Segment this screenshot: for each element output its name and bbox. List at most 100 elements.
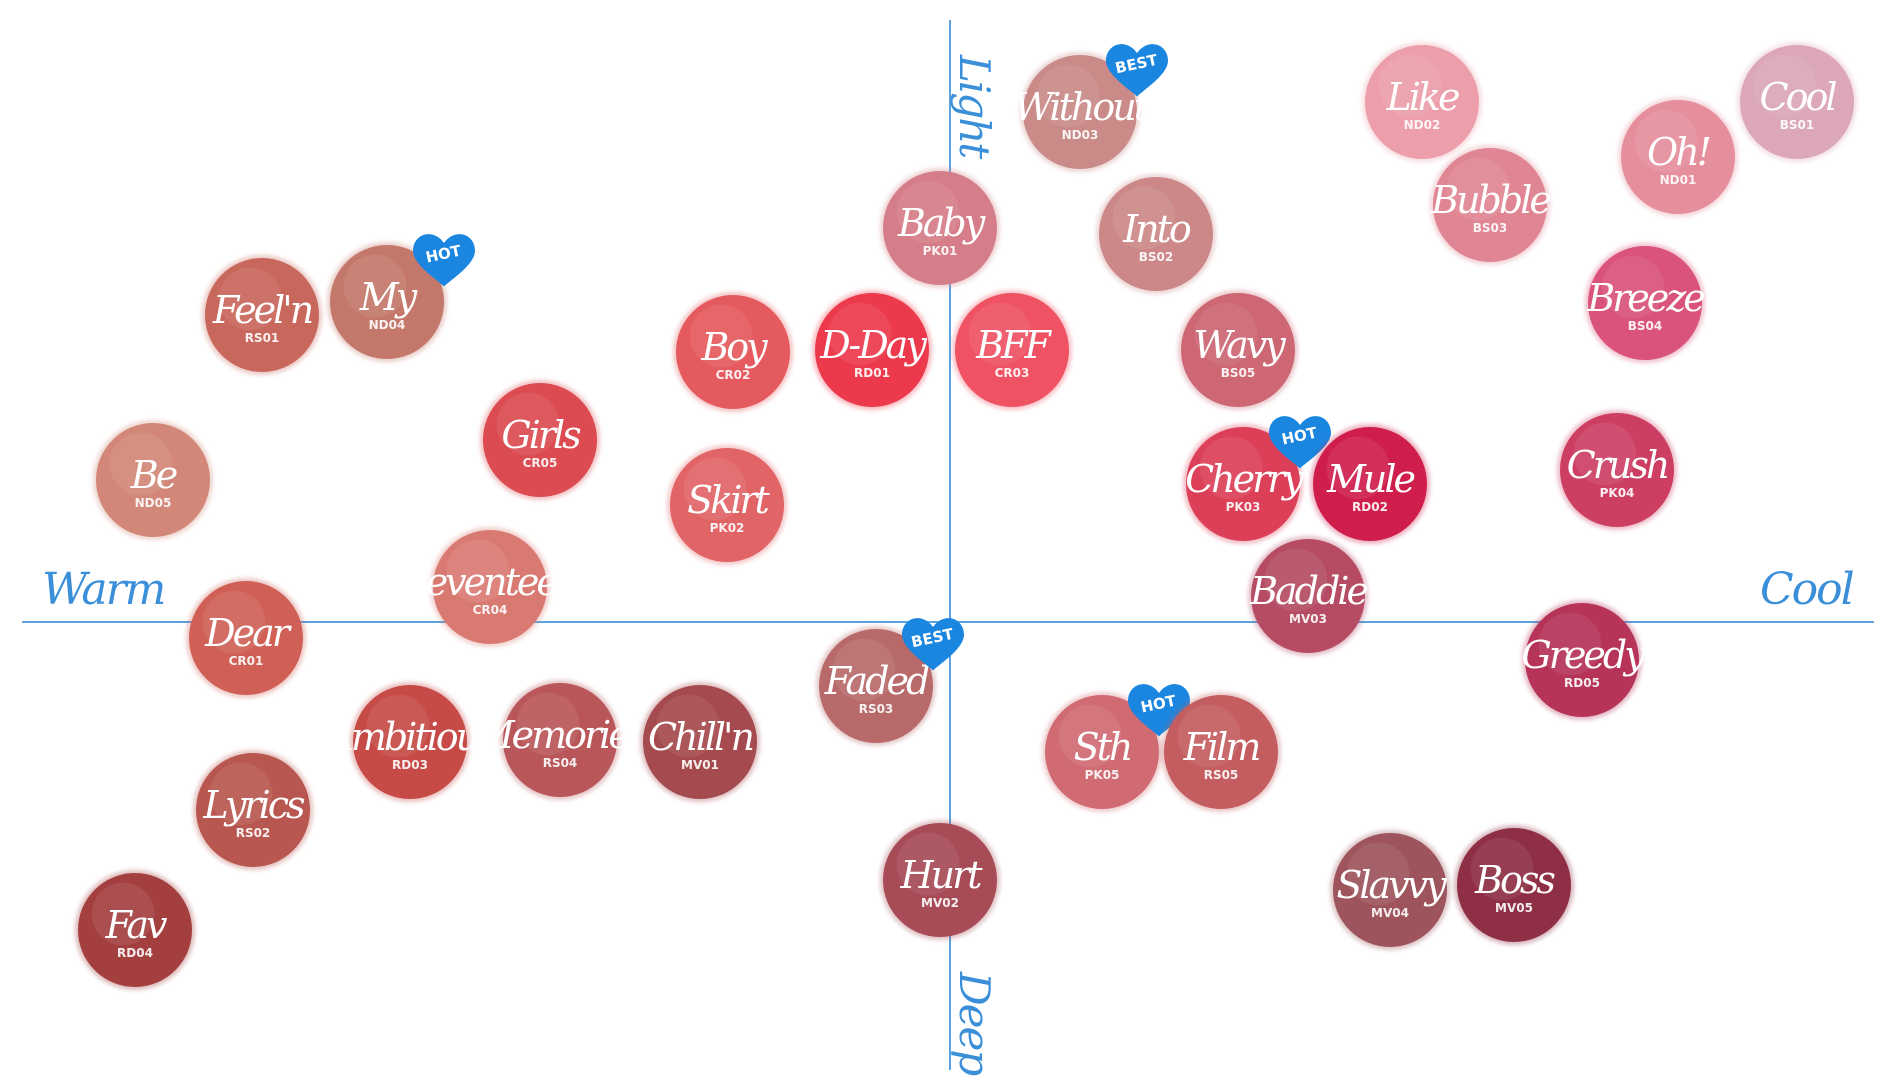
- swatch-highlight: [1634, 109, 1698, 173]
- badge-hot-icon: HOT: [413, 234, 475, 287]
- swatch-name: D-Day: [819, 323, 927, 367]
- swatch-code: RS01: [245, 331, 280, 345]
- swatch-highlight: [1753, 54, 1817, 118]
- swatch-highlight: [202, 590, 266, 654]
- swatch-circle: [330, 245, 444, 359]
- swatch-circle: [1560, 413, 1674, 527]
- swatch-name: Baddie: [1249, 569, 1367, 613]
- swatch-circle: [483, 383, 597, 497]
- swatch-highlight: [896, 832, 960, 896]
- swatch-circle: [1251, 539, 1365, 653]
- swatch-highlight: [896, 180, 960, 244]
- swatch-group: WithoutND03BESTLikeND02CoolBS01Oh!ND01Bu…: [75, 42, 1857, 990]
- swatch-name: Crush: [1567, 443, 1668, 487]
- swatch-highlight: [1573, 422, 1637, 486]
- swatch-highlight: [366, 694, 430, 758]
- swatch-name: Baby: [897, 201, 986, 245]
- heart-icon: [1269, 416, 1331, 469]
- swatch-code: RD05: [1564, 676, 1600, 690]
- swatch-highlight: [1446, 157, 1510, 221]
- swatch-circle: [643, 685, 757, 799]
- heart-icon: [1106, 44, 1168, 97]
- swatch-circle: [819, 629, 933, 743]
- swatch-circle: [1525, 603, 1639, 717]
- badge-best-icon: BEST: [902, 618, 964, 671]
- swatch-name: Like: [1386, 75, 1459, 119]
- swatch-name: Chill'n: [648, 715, 752, 759]
- axis-label-deep: Deep: [950, 971, 999, 1075]
- axis-label-light: Light: [950, 54, 999, 159]
- swatch-circle: [1740, 45, 1854, 159]
- swatch-highlight: [1601, 255, 1665, 319]
- swatch-name: Faded: [824, 659, 929, 703]
- swatch-circle: [815, 293, 929, 407]
- swatch-code: RD04: [117, 946, 153, 960]
- swatch-name: Be: [130, 453, 177, 497]
- swatch-highlight: [516, 692, 580, 756]
- swatch-name: Boy: [700, 325, 768, 369]
- swatch-code: PK04: [1600, 486, 1635, 500]
- swatch-code: PK01: [923, 244, 958, 258]
- swatch-code: BS04: [1628, 319, 1663, 333]
- swatch-highlight: [1538, 612, 1602, 676]
- swatch-name: Lyrics: [202, 783, 305, 827]
- swatch-highlight: [1036, 64, 1100, 128]
- swatch-name: Slavvy: [1336, 863, 1447, 907]
- swatch-highlight: [968, 302, 1032, 366]
- swatch-code: RD01: [854, 366, 890, 380]
- swatch-highlight: [828, 302, 892, 366]
- swatch-circle: [205, 258, 319, 372]
- swatch-code: MV05: [1495, 901, 1533, 915]
- swatch-code: PK05: [1085, 768, 1120, 782]
- swatch-name: Sth: [1074, 725, 1131, 769]
- swatch-code: ND01: [1660, 173, 1697, 187]
- swatch-circle: [1333, 833, 1447, 947]
- swatch-name: Oh!: [1647, 130, 1710, 174]
- swatch-circle: [1365, 45, 1479, 159]
- swatch-oh-[interactable]: Oh!ND01: [1618, 97, 1738, 217]
- swatch-name: Cherry: [1185, 457, 1304, 501]
- swatch-name: Breeze: [1586, 276, 1704, 320]
- swatch-circle: [1045, 695, 1159, 809]
- swatch-circle: [676, 295, 790, 409]
- swatch-code: PK02: [710, 521, 745, 535]
- swatch-highlight: [1378, 54, 1442, 118]
- swatch-circle: [955, 293, 1069, 407]
- swatch-circle: [670, 448, 784, 562]
- swatch-highlight: [1199, 436, 1263, 500]
